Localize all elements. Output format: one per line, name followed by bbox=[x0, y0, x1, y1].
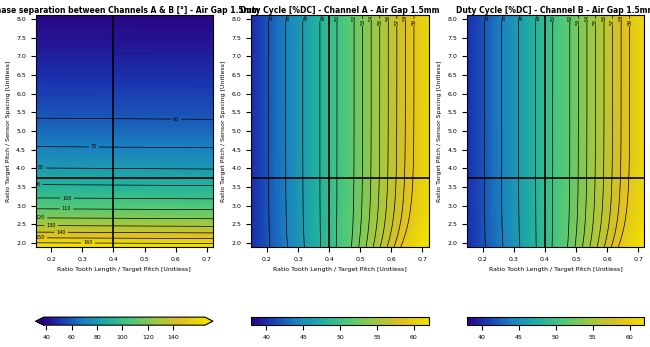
Text: 60: 60 bbox=[173, 117, 179, 121]
Text: 50: 50 bbox=[550, 15, 555, 21]
Text: 44: 44 bbox=[283, 15, 288, 21]
Text: 58: 58 bbox=[619, 15, 623, 21]
X-axis label: Ratio Tooth Length / Target Pitch [Unitless]: Ratio Tooth Length / Target Pitch [Unitl… bbox=[57, 267, 191, 272]
PathPatch shape bbox=[36, 317, 44, 325]
Text: 42: 42 bbox=[482, 15, 487, 21]
X-axis label: Ratio Tooth Length / Target Pitch [Unitless]: Ratio Tooth Length / Target Pitch [Unitl… bbox=[489, 267, 623, 272]
Text: 53: 53 bbox=[576, 19, 581, 25]
Text: 44: 44 bbox=[499, 15, 504, 21]
Text: 59: 59 bbox=[627, 19, 632, 25]
Text: 80: 80 bbox=[38, 166, 44, 170]
Text: 58: 58 bbox=[403, 15, 408, 21]
Text: 160: 160 bbox=[83, 240, 92, 246]
Text: 150: 150 bbox=[36, 235, 45, 240]
Text: 52: 52 bbox=[352, 15, 357, 21]
Text: 110: 110 bbox=[62, 206, 72, 211]
Text: 57: 57 bbox=[395, 19, 399, 25]
Text: 55: 55 bbox=[377, 19, 382, 25]
Text: 46: 46 bbox=[300, 15, 306, 21]
Text: 56: 56 bbox=[601, 15, 606, 21]
Text: 54: 54 bbox=[584, 15, 590, 21]
Y-axis label: Ratio Target Pitch / Sensor Spacing [Unitless]: Ratio Target Pitch / Sensor Spacing [Uni… bbox=[6, 60, 10, 202]
PathPatch shape bbox=[205, 317, 213, 325]
Text: 57: 57 bbox=[610, 19, 615, 25]
Text: 130: 130 bbox=[46, 223, 56, 228]
Text: 42: 42 bbox=[266, 15, 271, 21]
Text: 70: 70 bbox=[90, 144, 97, 150]
Text: 48: 48 bbox=[317, 15, 322, 21]
Title: Duty Cycle [%DC] - Channel B - Air Gap 1.5mm: Duty Cycle [%DC] - Channel B - Air Gap 1… bbox=[456, 6, 650, 15]
Text: 120: 120 bbox=[36, 215, 45, 220]
Text: 55: 55 bbox=[593, 19, 598, 25]
Text: 59: 59 bbox=[411, 19, 417, 25]
Text: 53: 53 bbox=[360, 19, 365, 25]
Text: 46: 46 bbox=[516, 15, 521, 21]
Text: 52: 52 bbox=[567, 15, 572, 21]
Title: Duty Cycle [%DC] - Channel A - Air Gap 1.5mm: Duty Cycle [%DC] - Channel A - Air Gap 1… bbox=[240, 6, 440, 15]
Y-axis label: Ratio Target Pitch / Sensor Spacing [Unitless]: Ratio Target Pitch / Sensor Spacing [Uni… bbox=[221, 60, 226, 202]
Y-axis label: Ratio Target Pitch / Sensor Spacing [Unitless]: Ratio Target Pitch / Sensor Spacing [Uni… bbox=[437, 60, 442, 202]
Text: 100: 100 bbox=[62, 195, 72, 201]
X-axis label: Ratio Tooth Length / Target Pitch [Unitless]: Ratio Tooth Length / Target Pitch [Unitl… bbox=[273, 267, 407, 272]
Text: 54: 54 bbox=[369, 15, 374, 21]
Text: 48: 48 bbox=[533, 15, 538, 21]
Text: 50: 50 bbox=[335, 15, 339, 21]
Text: 90: 90 bbox=[34, 182, 40, 187]
Title: Phase separation between Channels A & B [°] - Air Gap 1.5mm: Phase separation between Channels A & B … bbox=[0, 6, 259, 15]
Text: 140: 140 bbox=[57, 230, 66, 235]
Text: 56: 56 bbox=[386, 15, 391, 21]
